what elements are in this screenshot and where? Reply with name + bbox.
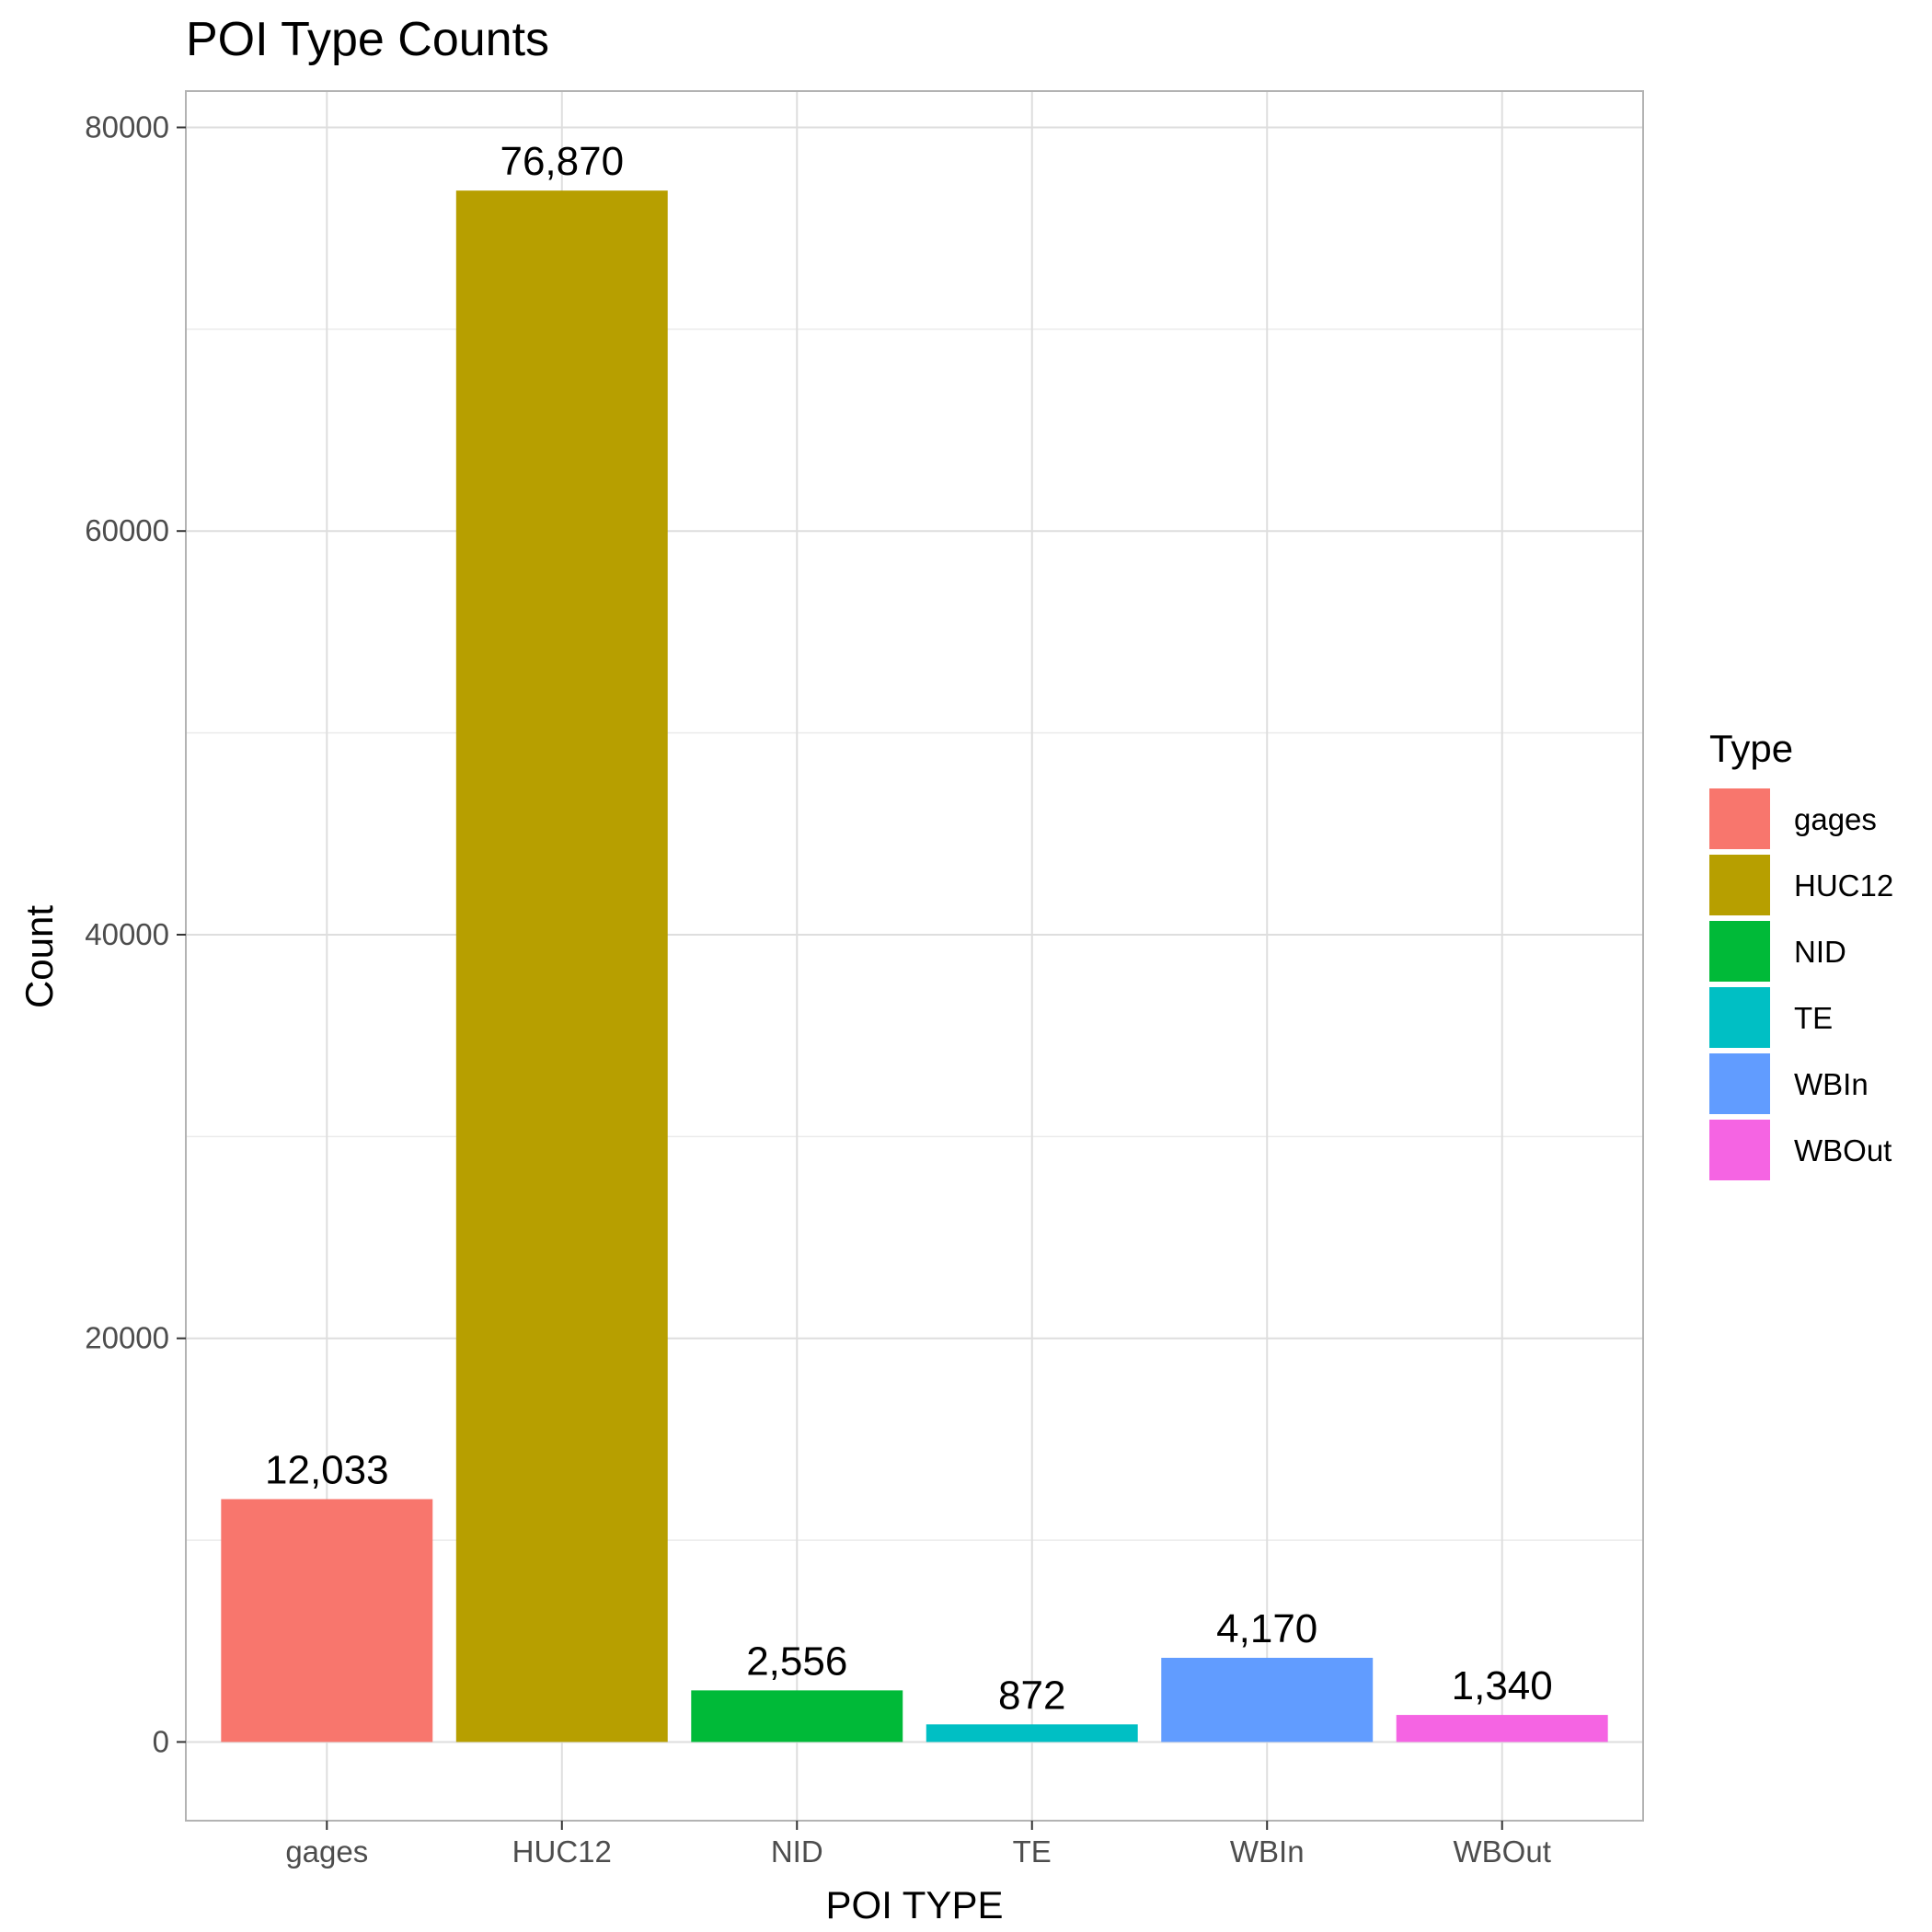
legend-label-nid: NID — [1794, 935, 1846, 969]
bar-wbin — [1161, 1657, 1374, 1742]
data-label-wbout: 1,340 — [1452, 1663, 1553, 1708]
data-label-huc12: 76,870 — [500, 139, 624, 184]
legend-key-te — [1709, 987, 1770, 1048]
data-label-wbin: 4,170 — [1216, 1606, 1317, 1651]
bar-wbout — [1396, 1715, 1608, 1742]
x-tick-label: TE — [1013, 1834, 1052, 1869]
y-tick-label: 0 — [153, 1724, 169, 1758]
plot-panel-border — [185, 90, 1644, 1822]
legend-items: gages HUC12 NID TE WBIn WBOut — [1709, 788, 1893, 1180]
y-tick-label: 80000 — [85, 109, 169, 144]
data-label-te: 872 — [998, 1673, 1065, 1718]
x-tick-label: gages — [285, 1834, 368, 1869]
y-axis: 0 20000 40000 60000 80000 — [85, 109, 186, 1758]
bar-nid — [691, 1690, 903, 1742]
y-tick-label: 40000 — [85, 917, 169, 951]
legend-label-wbin: WBIn — [1794, 1067, 1869, 1101]
y-tick-label: 20000 — [85, 1321, 169, 1355]
legend-label-huc12: HUC12 — [1794, 868, 1893, 903]
legend-label-wbout: WBOut — [1794, 1133, 1892, 1167]
legend-key-huc12 — [1709, 855, 1770, 915]
data-label-gages: 12,033 — [265, 1447, 389, 1492]
legend-label-te: TE — [1794, 1001, 1833, 1035]
y-axis-title: Count — [17, 905, 61, 1008]
legend-key-nid — [1709, 921, 1770, 982]
x-tick-label: WBIn — [1230, 1834, 1305, 1869]
x-tick-label: NID — [771, 1834, 823, 1869]
x-tick-label: HUC12 — [512, 1834, 612, 1869]
chart-title: POI Type Counts — [186, 13, 549, 66]
data-label-nid: 2,556 — [746, 1639, 847, 1684]
x-tick-label: WBOut — [1454, 1834, 1551, 1869]
bars — [221, 190, 1608, 1742]
legend-title: Type — [1709, 727, 1793, 770]
data-labels: 12,033 76,870 2,556 872 4,170 1,340 — [265, 139, 1553, 1718]
y-tick-label: 60000 — [85, 513, 169, 547]
legend: Type gages HUC12 NID TE WBIn WBOut — [1709, 727, 1893, 1180]
legend-key-wbin — [1709, 1053, 1770, 1114]
x-axis: gages HUC12 NID TE WBIn WBOut — [285, 1821, 1551, 1869]
legend-key-wbout — [1709, 1120, 1770, 1180]
bar-te — [926, 1724, 1138, 1742]
legend-key-gages — [1709, 788, 1770, 849]
bar-gages — [221, 1499, 433, 1742]
bar-huc12 — [455, 190, 668, 1742]
x-axis-title: POI TYPE — [826, 1883, 1004, 1926]
legend-label-gages: gages — [1794, 802, 1877, 836]
